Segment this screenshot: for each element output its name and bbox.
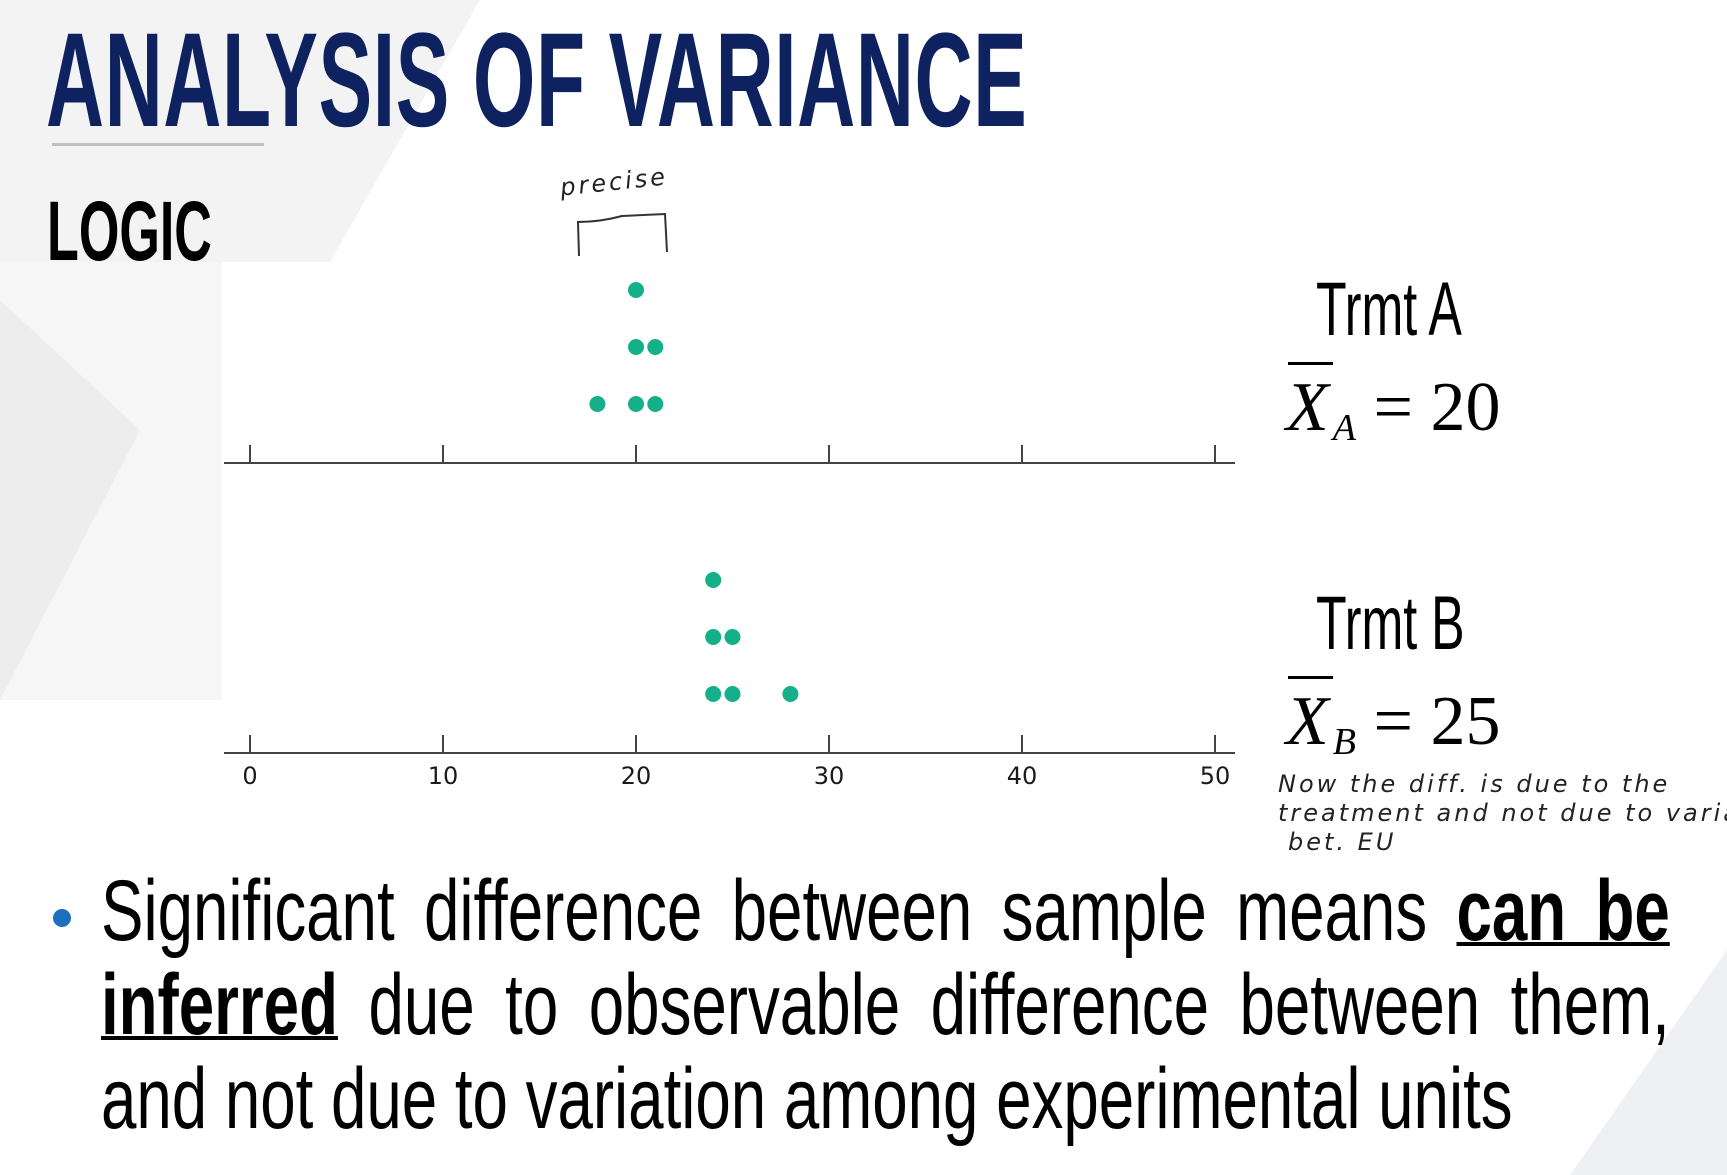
bullet-text: Significant difference between sample me… xyxy=(101,864,1670,1146)
mean-value: = 20 xyxy=(1373,369,1501,446)
bullet-icon xyxy=(53,909,71,927)
mean-symbol: X xyxy=(1286,362,1333,446)
slide-title: ANALYSIS OF VARIANCE xyxy=(46,6,1028,155)
handwritten-note-line: Now the diff. is due to the xyxy=(1278,770,1671,798)
mean-value: = 25 xyxy=(1373,683,1501,760)
mean-subscript: A xyxy=(1332,407,1356,449)
bullet-text-part: Significant difference between sample me… xyxy=(101,863,1457,959)
handwritten-note-line: treatment and not due to variation xyxy=(1278,799,1727,827)
bullet-text-part: due to observable difference between the… xyxy=(101,957,1670,1147)
title-divider xyxy=(52,143,264,146)
treatment-a-label: Trmt A xyxy=(1316,267,1462,352)
handwritten-note-line: bet. EU xyxy=(1288,828,1397,856)
treatment-b-label: Trmt B xyxy=(1316,581,1465,666)
section-heading: LOGIC xyxy=(47,184,212,278)
bullet-emphasis: can be inferred xyxy=(101,863,1670,1053)
mean-subscript: B xyxy=(1332,721,1356,763)
mean-symbol: X xyxy=(1286,676,1333,760)
